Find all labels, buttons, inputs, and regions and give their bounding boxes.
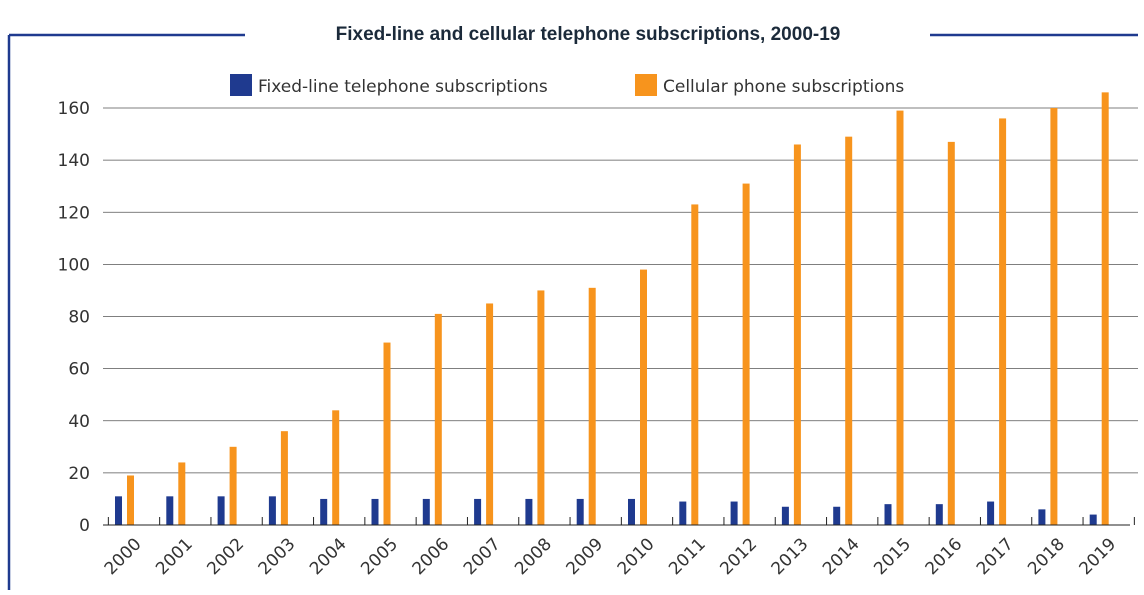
- bar-fixed-line: [730, 501, 738, 525]
- bar-fixed-line: [1038, 509, 1046, 525]
- x-tick-label: 2011: [665, 534, 710, 579]
- x-tick-label: 2015: [870, 534, 915, 579]
- bar-cellular: [434, 313, 442, 525]
- chart-title: Fixed-line and cellular telephone subscr…: [336, 24, 841, 45]
- x-tick-labels: 2000 2001 2002 2003 2004 2005 2006 2007 2008 2009…: [101, 534, 1120, 579]
- bar-fixed-line: [833, 506, 841, 525]
- y-tick-label: 160: [58, 99, 90, 119]
- bar-cellular: [947, 141, 955, 525]
- bar-fixed-line: [474, 498, 482, 525]
- bar-cellular: [1050, 108, 1058, 525]
- y-tick-label: 20: [68, 464, 90, 484]
- bar-cellular: [691, 204, 699, 525]
- x-tick-label: 2018: [1024, 534, 1069, 579]
- y-tick-label: 140: [58, 151, 90, 171]
- bar-cellular: [793, 144, 801, 526]
- bar-cellular: [383, 342, 391, 525]
- legend-label-fixed-line: Fixed-line telephone subscriptions: [258, 77, 548, 97]
- y-tick-label: 100: [58, 255, 90, 275]
- bar-fixed-line: [781, 506, 789, 525]
- bar-fixed-line: [217, 496, 225, 525]
- bar-fixed-line: [884, 504, 892, 525]
- y-tick-label: 120: [58, 203, 90, 223]
- bar-fixed-line: [268, 496, 276, 525]
- x-tick-label: 2008: [511, 534, 556, 579]
- x-tick-label: 2012: [716, 534, 761, 579]
- bar-cellular: [127, 475, 134, 525]
- bar-fixed-line: [576, 498, 584, 525]
- x-tick-label: 2013: [768, 534, 813, 579]
- bar-fixed-line: [628, 498, 635, 525]
- legend-swatch-fixed-line: [230, 74, 252, 96]
- bar-cellular: [640, 269, 647, 525]
- bar-cellular: [845, 136, 853, 525]
- x-tick-label: 2010: [614, 534, 659, 579]
- bar-cellular: [1101, 92, 1109, 526]
- bar-fixed-line: [987, 501, 995, 525]
- chart-frame: [7, 33, 1138, 590]
- bar-cellular: [896, 110, 904, 525]
- x-axis: [103, 517, 1135, 526]
- y-tick-label: 0: [79, 516, 90, 536]
- x-tick-label: 2019: [1075, 534, 1120, 579]
- legend: Fixed-line telephone subscriptions Cellu…: [230, 74, 904, 97]
- x-tick-label: 2009: [563, 534, 608, 579]
- bar-fixed-line: [935, 504, 943, 525]
- bar-fixed-line: [679, 501, 687, 525]
- y-tick-labels: 0 20 40 60 80 100 120 140 160: [58, 99, 90, 536]
- bar-fixed-line: [525, 498, 533, 525]
- x-tick-label: 2007: [460, 534, 505, 579]
- x-tick-label: 2000: [101, 534, 146, 579]
- bars: [115, 92, 1109, 526]
- bar-cellular: [229, 446, 237, 525]
- y-tick-label: 60: [68, 360, 90, 380]
- bar-cellular: [742, 183, 750, 526]
- bar-fixed-line: [166, 496, 174, 525]
- bar-fixed-line: [1089, 514, 1097, 525]
- legend-swatch-cellular: [635, 74, 657, 96]
- bar-fixed-line: [422, 498, 430, 525]
- bar-fixed-line: [320, 498, 328, 525]
- bar-cellular: [280, 431, 288, 525]
- bar-fixed-line: [371, 498, 379, 525]
- bar-fixed-line: [115, 496, 122, 525]
- bar-cellular: [588, 287, 596, 525]
- y-tick-label: 40: [68, 412, 90, 432]
- bar-cellular: [178, 462, 186, 525]
- x-tick-label: 2017: [973, 534, 1018, 579]
- x-tick-label: 2001: [152, 534, 197, 579]
- x-tick-label: 2016: [922, 534, 967, 579]
- x-tick-label: 2014: [819, 534, 864, 579]
- bar-cellular: [332, 410, 340, 525]
- x-tick-label: 2002: [203, 534, 248, 579]
- y-tick-label: 80: [68, 308, 90, 328]
- x-tick-label: 2004: [306, 534, 351, 579]
- bar-cellular: [537, 290, 545, 525]
- gridlines: [103, 107, 1138, 474]
- x-tick-label: 2006: [409, 534, 454, 579]
- bar-cellular: [486, 303, 494, 525]
- bar-cellular: [999, 118, 1007, 526]
- x-tick-label: 2005: [357, 534, 402, 579]
- legend-label-cellular: Cellular phone subscriptions: [663, 77, 904, 97]
- x-tick-label: 2003: [255, 534, 300, 579]
